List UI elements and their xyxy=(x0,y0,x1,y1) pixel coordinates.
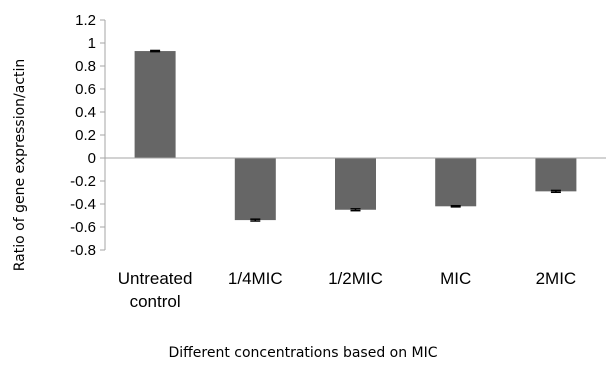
error-bar xyxy=(450,204,461,208)
error-bars xyxy=(150,49,561,222)
y-tick-label: -0.4 xyxy=(70,196,96,213)
error-bar xyxy=(250,218,261,222)
y-tick-label: 0.4 xyxy=(75,104,96,121)
y-tick-label: -0.6 xyxy=(70,219,96,236)
error-bar xyxy=(350,208,361,212)
x-tick-label: MIC xyxy=(440,269,471,288)
x-tick-label: 1/4MIC xyxy=(228,269,283,288)
y-axis-title: Ratio of gene expression/actin xyxy=(12,59,28,272)
x-tick-label: 1/2MIC xyxy=(328,269,383,288)
bar xyxy=(535,158,577,192)
error-bar xyxy=(150,49,161,53)
bar xyxy=(234,158,276,221)
y-tick-label: 0.2 xyxy=(75,127,96,144)
y-tick-label: 0.6 xyxy=(75,81,96,98)
error-bar xyxy=(550,189,561,194)
x-tick-label: 2MIC xyxy=(536,269,577,288)
x-axis: Untreated control 1/4MIC 1/2MIC MIC 2MIC xyxy=(118,269,576,311)
x-axis-title: Different concentrations based on MIC xyxy=(168,345,437,361)
y-tick-label: 1 xyxy=(88,35,96,52)
y-tick-label: 0 xyxy=(88,150,96,167)
bars xyxy=(134,51,577,221)
bar xyxy=(134,51,176,158)
bar xyxy=(335,158,376,210)
y-tick-label: 1.2 xyxy=(75,12,96,29)
y-tick-label: -0.8 xyxy=(70,242,96,259)
x-tick-label: Untreated control xyxy=(118,269,193,311)
y-axis: 1.2 1 0.8 0.6 0.4 0.2 0 -0.2 -0.4 -0.6 -0.8 xyxy=(70,12,105,259)
y-tick-label: 0.8 xyxy=(75,58,96,75)
y-tick-label: -0.2 xyxy=(70,173,96,190)
bar xyxy=(435,158,477,207)
